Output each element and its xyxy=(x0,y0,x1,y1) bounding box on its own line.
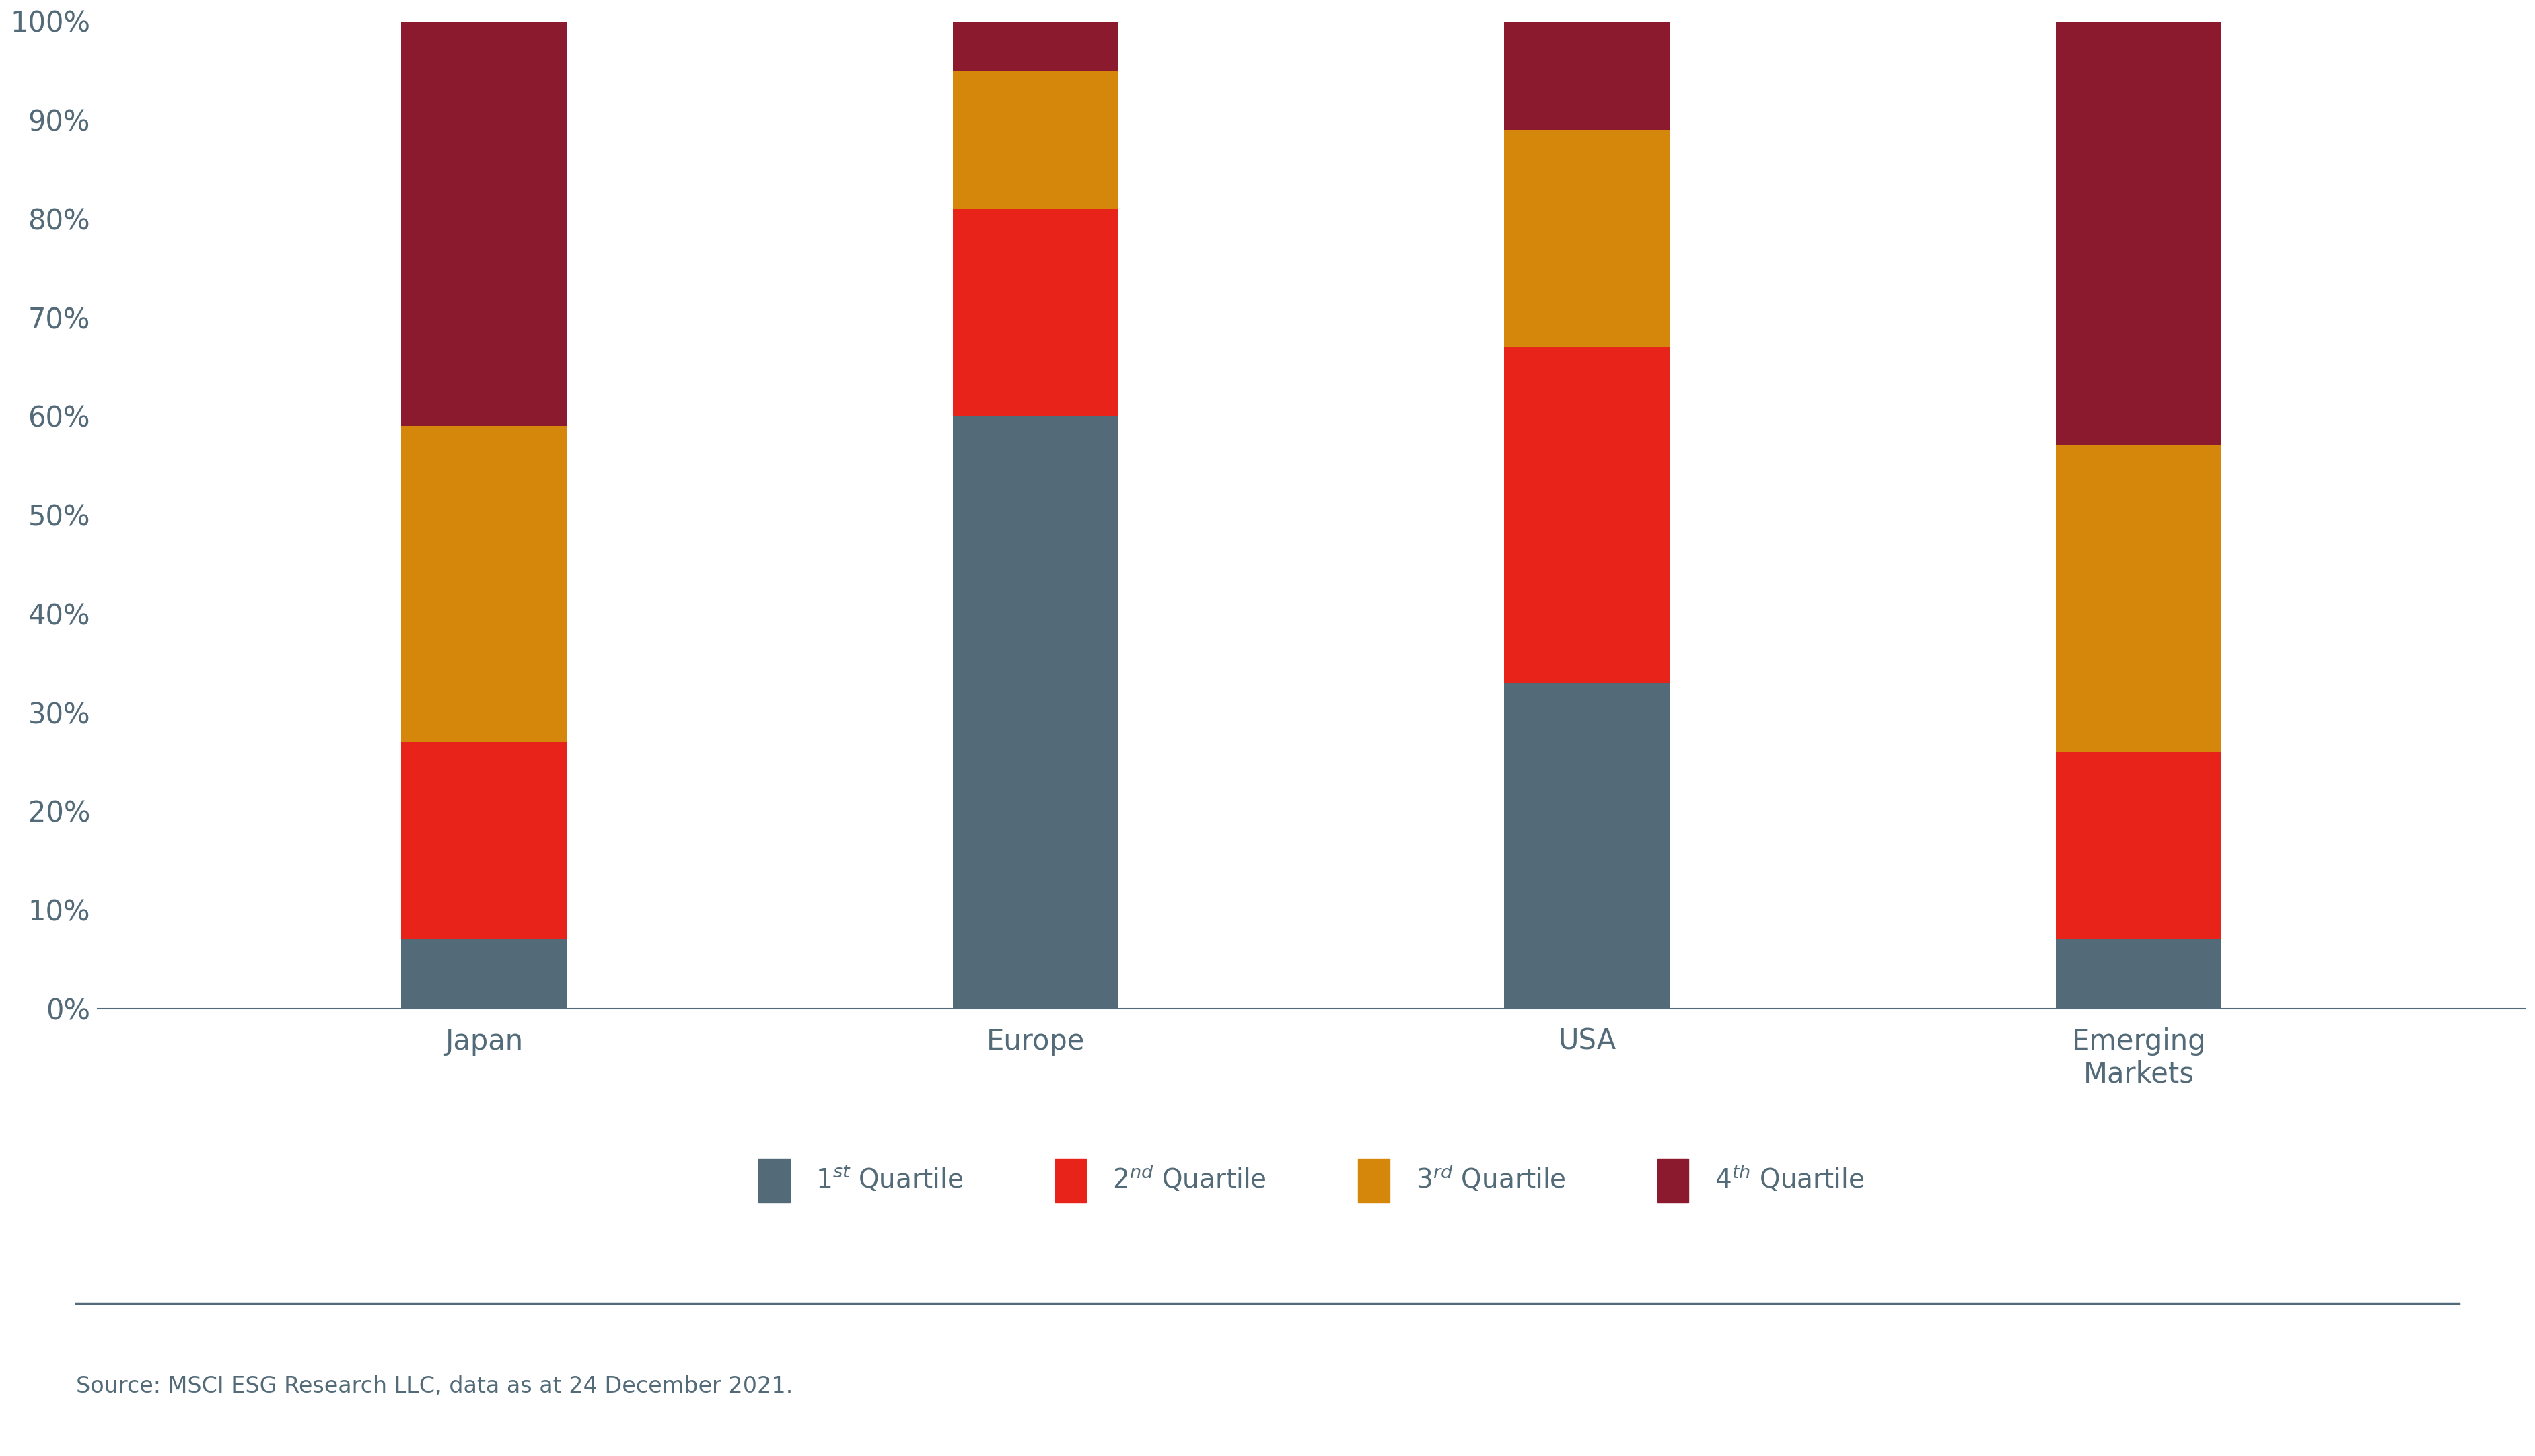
Bar xyxy=(953,22,1118,70)
Bar xyxy=(401,743,565,939)
Bar xyxy=(953,70,1118,208)
Bar xyxy=(401,939,565,1009)
Bar xyxy=(1503,22,1671,130)
Bar xyxy=(2056,939,2221,1009)
Bar xyxy=(401,427,565,743)
Text: Source: MSCI ESG Research LLC, data as at 24 December 2021.: Source: MSCI ESG Research LLC, data as a… xyxy=(76,1374,793,1398)
Legend: 1$^{st}$ Quartile, 2$^{nd}$ Quartile, 3$^{rd}$ Quartile, 4$^{th}$ Quartile: 1$^{st}$ Quartile, 2$^{nd}$ Quartile, 3$… xyxy=(748,1147,1876,1213)
Bar xyxy=(2056,446,2221,751)
Bar xyxy=(1503,683,1671,1009)
Bar xyxy=(401,22,565,427)
Bar xyxy=(2056,751,2221,939)
Bar xyxy=(953,416,1118,1009)
Bar xyxy=(1503,130,1671,347)
Bar xyxy=(953,208,1118,416)
Bar xyxy=(2056,22,2221,446)
Bar xyxy=(1503,347,1671,683)
